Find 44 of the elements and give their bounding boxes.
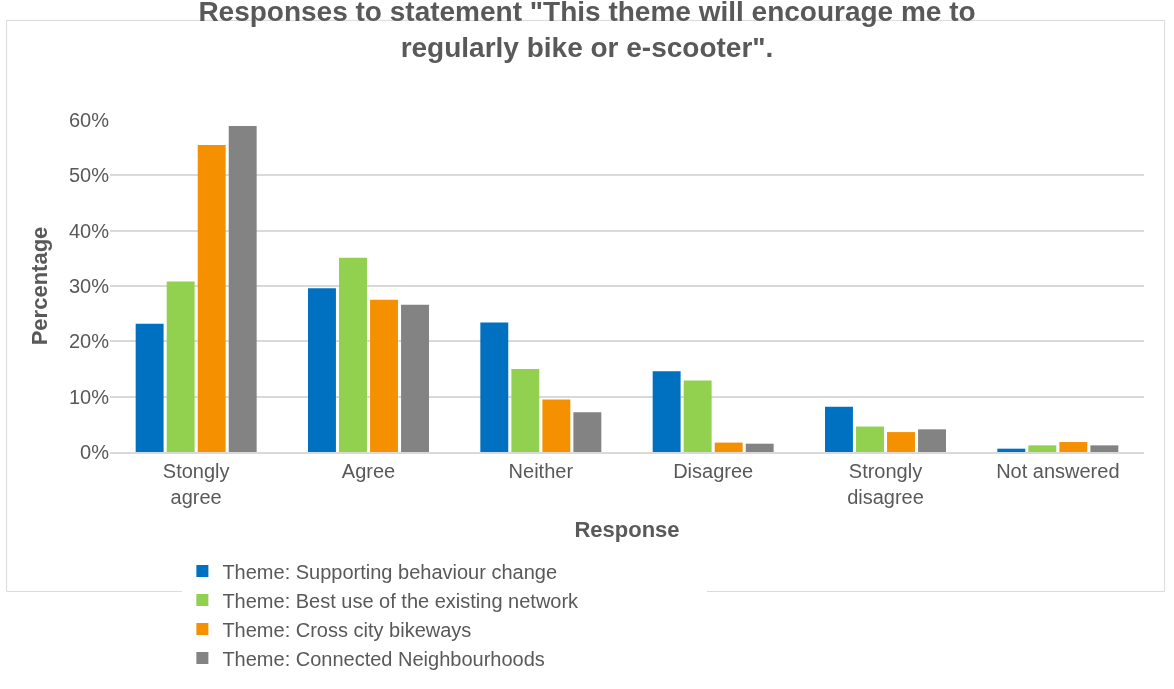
x-tick-label: Not answered (996, 460, 1120, 482)
bar (401, 304, 429, 452)
x-tick-label: Stongly agree (162, 460, 230, 508)
y-tick-label: 50% (68, 164, 110, 187)
x-tick-label: Neither (508, 460, 574, 482)
y-tick-label: 20% (68, 330, 110, 353)
bar (683, 380, 712, 452)
bar (887, 432, 915, 452)
y-tick-label: 60% (68, 109, 110, 131)
y-tick-label: 10% (68, 385, 110, 408)
bar (918, 429, 946, 452)
y-tick-label: 40% (68, 219, 110, 242)
bar (573, 412, 602, 452)
y-axis-title: Percentage (26, 226, 52, 346)
legend-label: Theme: Best use of the existing network (222, 589, 580, 612)
bar (135, 323, 164, 452)
legend-label: Theme: Connected Neighbourhoods (222, 647, 545, 670)
bar (542, 399, 571, 452)
bar (228, 126, 257, 452)
bar (997, 448, 1026, 452)
bar (339, 257, 367, 452)
chart-title: Responses to statement "This theme will encourage me to regularly bike or e-scooter". (198, 0, 976, 64)
bar (480, 322, 509, 452)
bar (1090, 445, 1119, 452)
bar (370, 299, 398, 452)
bar (166, 281, 195, 452)
bar (825, 406, 853, 452)
legend-label: Theme: Supporting behaviour change (222, 560, 558, 583)
bar (714, 442, 743, 452)
bar (745, 443, 774, 452)
x-tick-label: Disagree (673, 460, 754, 482)
bar (308, 288, 336, 452)
bar (856, 426, 884, 452)
legend-label: Theme: Cross city bikeways (222, 618, 472, 641)
y-tick-label: 30% (68, 275, 110, 297)
bar (1059, 442, 1088, 452)
bar (197, 144, 226, 452)
bar (1028, 445, 1057, 452)
bar (652, 371, 681, 452)
x-axis-title: Response (574, 517, 680, 543)
x-tick-label: Strongly disagree (847, 460, 924, 508)
x-tick-label: Agree (341, 460, 396, 482)
y-tick-label: 0% (80, 441, 110, 463)
bar (511, 369, 540, 452)
